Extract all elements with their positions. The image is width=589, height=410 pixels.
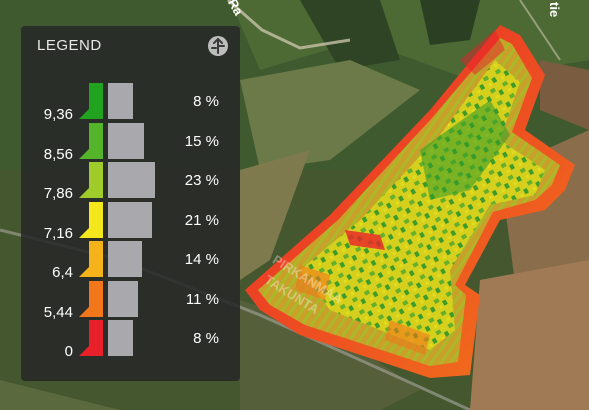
legend-title: LEGEND <box>37 37 102 54</box>
legend-value-label: 5,44 <box>43 303 73 321</box>
legend-color-swatch <box>79 241 103 277</box>
legend-value-label: 9,36 <box>43 106 73 123</box>
legend-row: 8,56 15 % <box>21 122 240 163</box>
histogram-bar <box>108 83 133 119</box>
legend-percent-label: 15 % <box>184 132 219 150</box>
histogram-bar <box>108 320 133 356</box>
legend-row: 7,16 21 % <box>21 201 240 242</box>
legend-percent-label: 21 % <box>184 211 219 229</box>
histogram-bar <box>108 122 144 159</box>
collapse-arrows-icon[interactable] <box>208 36 228 56</box>
legend-color-swatch <box>79 122 103 159</box>
legend-value-label: 8,56 <box>43 145 73 163</box>
legend-value-label: 7,86 <box>43 185 73 202</box>
histogram-bar <box>108 162 155 198</box>
legend-row: 5,44 11 % <box>21 280 240 321</box>
map-street-label: tie <box>547 2 562 18</box>
histogram-bar <box>108 201 152 238</box>
legend-color-swatch <box>79 280 103 317</box>
legend-value-label: 7,16 <box>43 224 73 242</box>
legend-value-label: 0 <box>64 343 73 360</box>
legend-color-swatch <box>79 83 103 119</box>
legend-percent-label: 8 % <box>193 93 219 110</box>
legend-row: 7,86 23 % <box>21 162 240 202</box>
legend-row: 9,36 8 % <box>21 83 240 123</box>
legend-percent-label: 11 % <box>185 290 219 308</box>
legend-percent-label: 8 % <box>193 330 219 347</box>
histogram-bar <box>108 241 142 277</box>
legend-row: 6,4 14 % <box>21 241 240 281</box>
legend-panel: LEGEND 9,36 8 % 8,56 15 % 7,86 23 % 7,16 21 % 6,… <box>21 26 240 381</box>
legend-color-swatch <box>79 320 103 356</box>
histogram-bar <box>108 280 138 317</box>
legend-percent-label: 23 % <box>184 172 219 189</box>
legend-value-label: 6,4 <box>52 264 73 281</box>
legend-color-swatch <box>79 162 103 198</box>
legend-row: 0 8 % <box>21 320 240 360</box>
legend-percent-label: 14 % <box>184 251 219 268</box>
legend-color-swatch <box>79 201 103 238</box>
